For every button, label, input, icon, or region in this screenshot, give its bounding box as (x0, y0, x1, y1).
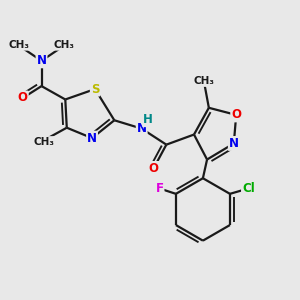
Text: F: F (155, 182, 164, 195)
Text: N: N (137, 122, 147, 135)
Text: Cl: Cl (242, 182, 255, 195)
Text: O: O (231, 108, 241, 122)
Text: CH₃: CH₃ (33, 137, 54, 147)
Text: CH₃: CH₃ (54, 40, 75, 50)
Text: N: N (87, 132, 97, 145)
Text: N: N (37, 54, 46, 67)
Text: O: O (148, 162, 159, 175)
Text: H: H (143, 113, 153, 126)
Text: CH₃: CH₃ (194, 76, 214, 86)
Text: O: O (18, 92, 28, 104)
Text: S: S (91, 82, 99, 96)
Text: N: N (229, 137, 239, 150)
Text: CH₃: CH₃ (8, 40, 29, 50)
